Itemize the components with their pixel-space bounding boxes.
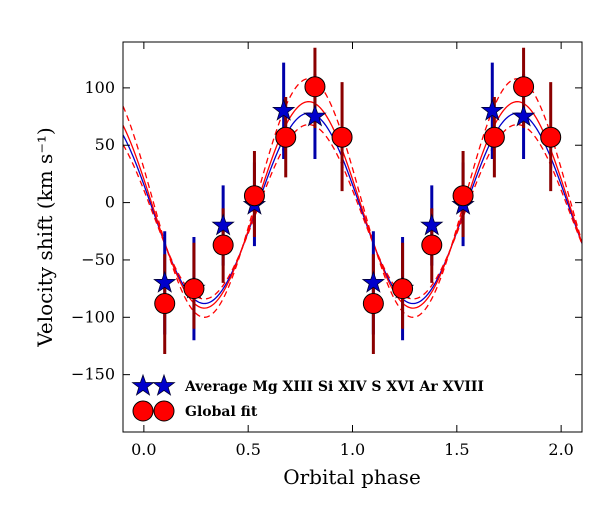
legend-circle-marker (153, 400, 175, 422)
star-marker (303, 104, 327, 127)
circle-marker (212, 234, 234, 256)
x-tick-label: 2.0 (548, 440, 573, 459)
red-fit-upper-curve (123, 78, 582, 318)
circle-marker (243, 185, 265, 207)
y-tick-label: 100 (84, 78, 115, 97)
y-tick-label: 50 (95, 135, 115, 154)
red-fit-lower-curve (123, 123, 582, 300)
plot-background (123, 42, 582, 432)
fit-curves (123, 78, 582, 318)
star-marker (153, 270, 177, 293)
circle-marker (483, 126, 505, 148)
circle-marker (421, 234, 443, 256)
x-axis-label: Orbital phase (283, 465, 421, 489)
circle-marker (362, 293, 384, 315)
y-axis-label: Velocity shift (km s⁻¹) (33, 127, 57, 347)
y-tick-label: −150 (71, 365, 115, 384)
star-marker (420, 213, 444, 236)
y-tick-label: −100 (71, 307, 115, 326)
circle-marker (154, 293, 176, 315)
legend-label: Global fit (185, 404, 258, 420)
x-tick-label: 1.0 (340, 440, 365, 459)
circle-marker (513, 76, 535, 98)
y-tick-label: 0 (105, 193, 115, 212)
star-marker (211, 213, 235, 236)
legend-star-marker (131, 373, 155, 396)
legend-circle-marker (132, 400, 154, 422)
circle-marker (331, 126, 353, 148)
circle-marker (275, 126, 297, 148)
circle-marker (452, 185, 474, 207)
x-axis-ticks: 0.0 0.5 1.0 1.5 2.0 (131, 42, 574, 459)
star-marker (361, 270, 385, 293)
y-tick-label: −50 (81, 250, 115, 269)
circle-marker (304, 76, 326, 98)
legend-star-marker (152, 373, 176, 396)
star-marker (480, 98, 504, 121)
red-fit-curve (123, 100, 582, 309)
y-axis-ticks: −150 −100 −50 0 50 100 (71, 78, 582, 384)
circle-marker (183, 278, 205, 300)
star-marker (511, 104, 536, 127)
legend-label: Average Mg XIII Si XIV S XVI Ar XVIII (184, 379, 484, 395)
x-tick-label: 1.5 (444, 440, 469, 459)
data-markers (153, 76, 562, 315)
blue-fit-curve (123, 112, 582, 305)
x-tick-label: 0.5 (235, 440, 260, 459)
star-marker (272, 98, 296, 121)
circle-marker (392, 278, 414, 300)
circle-marker (540, 126, 562, 148)
legend: Average Mg XIII Si XIV S XVI Ar XVIII Glo… (131, 373, 484, 422)
x-tick-label: 0.0 (131, 440, 156, 459)
